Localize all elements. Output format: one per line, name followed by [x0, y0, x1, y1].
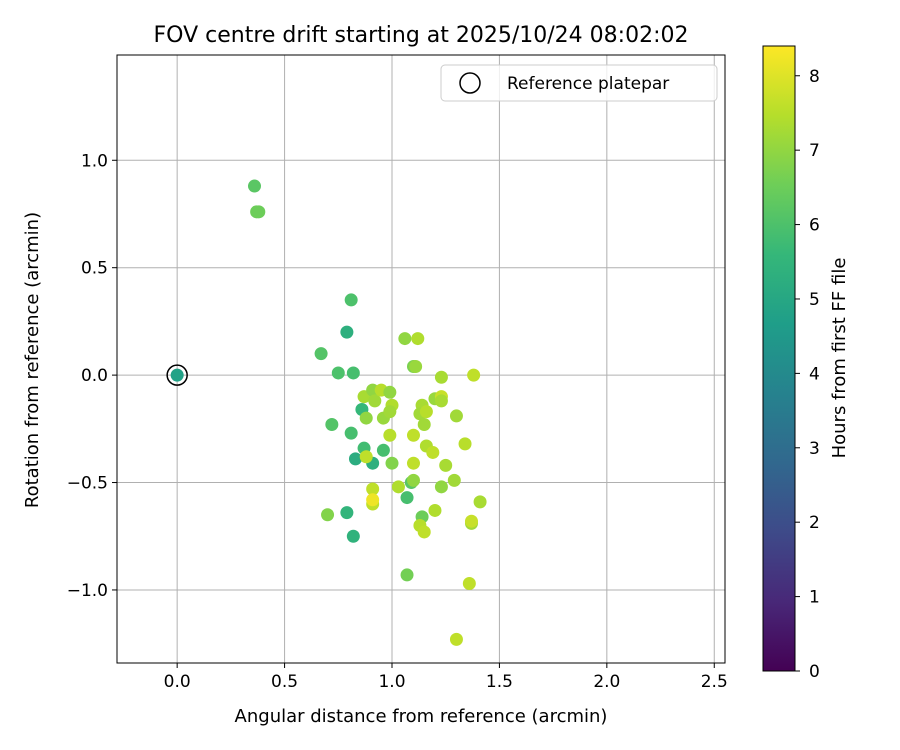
colorbar-tick-label: 8 [809, 67, 820, 87]
data-point [417, 418, 431, 432]
y-tick-label: −1.0 [67, 581, 108, 601]
data-point [340, 325, 354, 339]
data-point [325, 418, 339, 432]
data-point [398, 332, 412, 346]
colorbar-tick-label: 1 [809, 588, 820, 608]
data-point [344, 426, 358, 440]
colorbar-tick-label: 4 [809, 364, 820, 384]
plot-area: 0.0 0.5 1.0 1.5 2.0 2.5 −1.0 −0.5 0.0 0.5 1.0 [67, 54, 728, 692]
colorbar-label: Hours from first FF file [829, 258, 850, 459]
y-tick-label: 1.0 [81, 151, 108, 171]
y-axis-label: Rotation from reference (arcmin) [22, 212, 43, 508]
data-point [473, 495, 487, 509]
data-point [250, 205, 264, 219]
colorbar: 0 1 2 3 4 5 6 7 8 [762, 45, 820, 682]
legend: Reference platepar [440, 64, 718, 102]
data-point [434, 394, 448, 408]
colorbar-tick-label: 7 [809, 141, 820, 161]
legend-marker-reference [459, 72, 481, 94]
data-point [417, 525, 431, 539]
data-point [409, 360, 423, 374]
data-point [340, 506, 354, 520]
colorbar-tick-label: 2 [809, 513, 820, 533]
chart-title: FOV centre drift starting at 2025/10/24 … [154, 23, 689, 48]
x-tick-label: 1.0 [378, 672, 405, 692]
data-point [321, 508, 335, 522]
x-tick-label: 0.5 [271, 672, 298, 692]
legend-box [440, 64, 718, 102]
data-point [348, 452, 362, 466]
data-point [428, 503, 442, 517]
data-point [449, 409, 463, 423]
colorbar-tick-label: 5 [809, 290, 820, 310]
data-point [406, 473, 420, 487]
data-point [447, 473, 461, 487]
data-point [247, 179, 261, 193]
data-point [449, 632, 463, 646]
data-point [366, 482, 380, 496]
data-point [346, 529, 360, 543]
y-tick-label: 0.0 [81, 366, 108, 386]
data-point [359, 450, 373, 464]
x-tick-label: 0.0 [164, 672, 191, 692]
x-tick-label: 2.5 [701, 672, 728, 692]
data-point [400, 491, 414, 505]
axes-frame [116, 54, 726, 664]
y-tick-label: −0.5 [67, 474, 108, 494]
data-point [170, 368, 184, 382]
data-point [464, 514, 478, 528]
legend-label-reference: Reference platepar [507, 74, 669, 94]
data-point [462, 577, 476, 591]
data-point [434, 370, 448, 384]
data-point [406, 456, 420, 470]
data-point [411, 332, 425, 346]
data-point [406, 428, 420, 442]
colorbar-tick-label: 6 [809, 216, 820, 236]
x-axis-label: Angular distance from reference (arcmin) [235, 706, 608, 727]
data-point [383, 428, 397, 442]
data-point [383, 385, 397, 399]
colorbar-tick-label: 3 [809, 439, 820, 459]
data-point [344, 293, 358, 307]
data-point [467, 368, 481, 382]
data-point [359, 411, 373, 425]
data-point [383, 405, 397, 419]
data-point [314, 347, 328, 361]
data-point [385, 456, 399, 470]
data-point [391, 480, 405, 494]
x-tick-label: 1.5 [486, 672, 513, 692]
data-point [434, 480, 448, 494]
data-point [368, 394, 382, 408]
colorbar-bar [762, 45, 796, 672]
data-point [331, 366, 345, 380]
x-tick-label: 2.0 [593, 672, 620, 692]
reference-marker [166, 364, 188, 386]
data-point [419, 405, 433, 419]
y-tick-label: 0.5 [81, 259, 108, 279]
data-point [400, 568, 414, 582]
data-point [426, 445, 440, 459]
colorbar-tick-label: 0 [809, 662, 820, 682]
data-point [458, 437, 472, 451]
data-point [376, 443, 390, 457]
data-point [366, 493, 380, 507]
data-point [439, 458, 453, 472]
data-point [346, 366, 360, 380]
